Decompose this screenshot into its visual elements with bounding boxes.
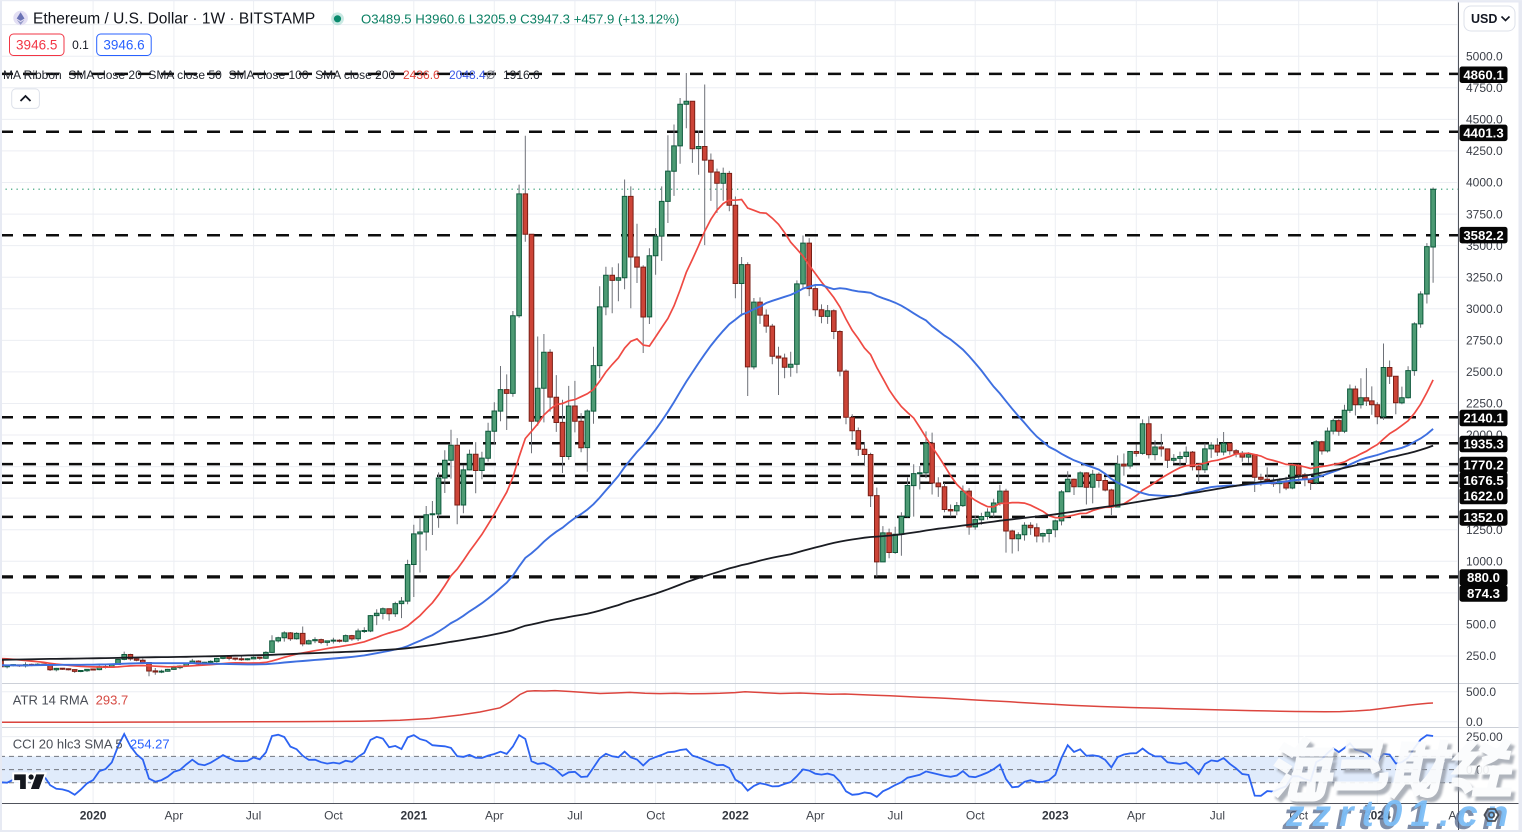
svg-text:3750.0: 3750.0 (1466, 207, 1503, 221)
svg-text:4000.0: 4000.0 (1466, 176, 1503, 190)
svg-text:0.1: 0.1 (72, 38, 89, 52)
svg-text:O3489.5 H3960.6 L3205.9 C3947.: O3489.5 H3960.6 L3205.9 C3947.3 +457.9 (… (361, 11, 679, 26)
svg-text:2250.0: 2250.0 (1466, 397, 1503, 411)
svg-text:2140.1: 2140.1 (1463, 411, 1503, 426)
svg-text:2023: 2023 (1042, 809, 1069, 823)
svg-text:Ethereum / U.S. Dollar · 1W ·: Ethereum / U.S. Dollar · 1W · BITSTAMP (33, 10, 315, 27)
svg-text:1676.5: 1676.5 (1463, 473, 1503, 488)
svg-text:1935.3: 1935.3 (1463, 437, 1503, 452)
svg-text:Jul: Jul (246, 809, 261, 823)
svg-text:Apr: Apr (485, 809, 504, 823)
svg-text:Jul: Jul (567, 809, 582, 823)
svg-text:4860.1: 4860.1 (1463, 67, 1503, 82)
svg-text:5000.0: 5000.0 (1466, 49, 1503, 63)
svg-text:Jul: Jul (1210, 809, 1225, 823)
svg-text:3582.2: 3582.2 (1463, 228, 1503, 243)
svg-text:1770.2: 1770.2 (1463, 458, 1503, 473)
svg-text:CCI 20 hlc3 SMA 5 254.27: CCI 20 hlc3 SMA 5 254.27 (13, 737, 170, 752)
svg-text:2021: 2021 (400, 809, 427, 823)
svg-text:USD: USD (1471, 12, 1497, 26)
svg-text:880.0: 880.0 (1467, 570, 1500, 585)
svg-text:zzrt01.cn: zzrt01.cn (1285, 793, 1516, 832)
svg-text:1000.0: 1000.0 (1466, 555, 1503, 569)
svg-text:2750.0: 2750.0 (1466, 334, 1503, 348)
svg-text:2020: 2020 (80, 809, 107, 823)
svg-text:Oct: Oct (646, 809, 665, 823)
svg-text:4750.0: 4750.0 (1466, 81, 1503, 95)
svg-text:Oct: Oct (324, 809, 343, 823)
svg-text:250.0: 250.0 (1466, 649, 1496, 663)
svg-text:Apr: Apr (1127, 809, 1146, 823)
svg-text:4250.0: 4250.0 (1466, 144, 1503, 158)
svg-text:1622.0: 1622.0 (1463, 489, 1503, 504)
svg-text:Apr: Apr (806, 809, 825, 823)
svg-text:MA Ribbon SMA close 20 SMA c: MA Ribbon SMA close 20 SMA close 50 SMA … (3, 68, 540, 82)
svg-text:4401.3: 4401.3 (1463, 125, 1503, 140)
svg-text:3946.6: 3946.6 (103, 38, 144, 53)
svg-text:ATR 14 RMA 293.7: ATR 14 RMA 293.7 (13, 693, 128, 708)
svg-text:0.0: 0.0 (1466, 715, 1483, 729)
svg-text:2022: 2022 (722, 809, 749, 823)
svg-text:500.0: 500.0 (1466, 618, 1496, 632)
svg-text:2500.0: 2500.0 (1466, 365, 1503, 379)
svg-text:500.0: 500.0 (1466, 685, 1496, 699)
svg-text:Oct: Oct (966, 809, 985, 823)
svg-text:3250.0: 3250.0 (1466, 270, 1503, 284)
svg-text:3000.0: 3000.0 (1466, 302, 1503, 316)
svg-text:3946.5: 3946.5 (16, 38, 57, 53)
svg-text:874.3: 874.3 (1467, 586, 1500, 601)
svg-text:1352.0: 1352.0 (1463, 510, 1503, 525)
svg-text:Apr: Apr (165, 809, 184, 823)
svg-text:Jul: Jul (888, 809, 903, 823)
